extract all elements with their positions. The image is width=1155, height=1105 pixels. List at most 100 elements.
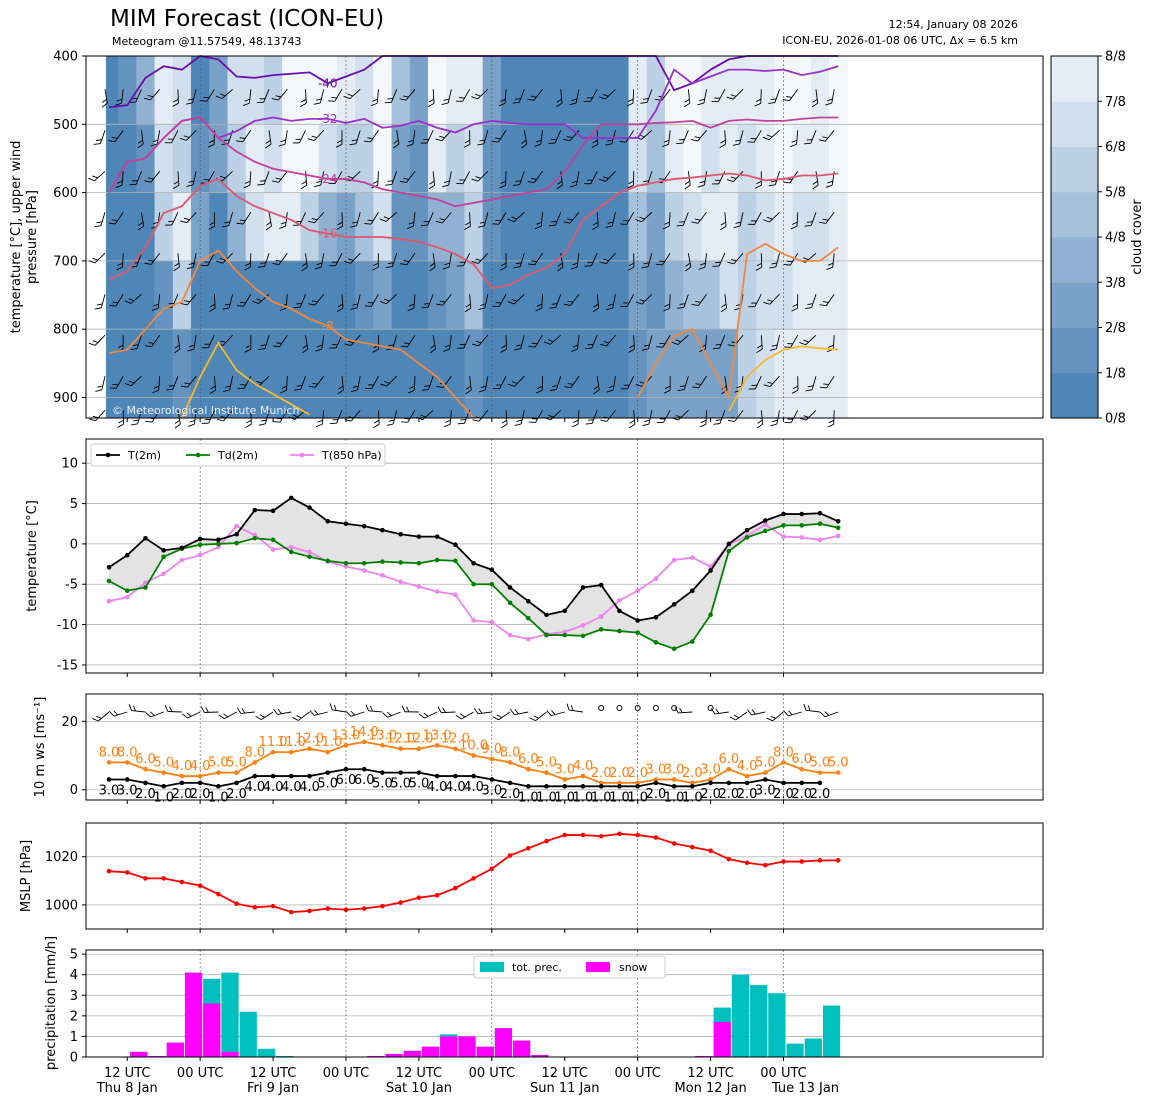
time-tick-label: 00 UTC bbox=[323, 1066, 369, 1081]
cloud-cover-cell bbox=[391, 192, 411, 262]
t850-point bbox=[361, 568, 367, 573]
t850-point bbox=[580, 623, 586, 628]
surface-wind-barb bbox=[747, 709, 766, 716]
upper-wind-barb bbox=[769, 335, 780, 351]
upper-wind-barb bbox=[477, 130, 489, 146]
surface-wind-barb bbox=[455, 711, 474, 720]
upper-wind-barb bbox=[507, 293, 525, 305]
td2m-point bbox=[598, 627, 604, 632]
wind-speed-point bbox=[525, 766, 531, 772]
upper-wind-barb bbox=[365, 375, 379, 389]
surface-wind-barb bbox=[329, 703, 347, 713]
snow-bar bbox=[367, 1055, 385, 1057]
td2m-point bbox=[781, 523, 786, 528]
t2m-point bbox=[799, 511, 805, 517]
wind-speed-point bbox=[416, 746, 422, 752]
td2m-point bbox=[690, 639, 695, 644]
precipitation-y-tick-label: 4 bbox=[70, 968, 78, 983]
wind-speed-point bbox=[124, 760, 130, 765]
isotherm-line bbox=[728, 345, 839, 412]
upper-wind-barb bbox=[380, 375, 397, 387]
upper-wind-barb bbox=[592, 294, 600, 313]
upper-wind-barb bbox=[791, 376, 799, 394]
day-label: Tue 13 Jan bbox=[771, 1081, 839, 1096]
upper-wind-barb bbox=[691, 211, 707, 224]
time-tick-label: 00 UTC bbox=[177, 1066, 223, 1081]
upper-wind-barb bbox=[784, 410, 799, 424]
cloud-cover-cell bbox=[555, 329, 575, 419]
cloud-cover-cell bbox=[482, 124, 502, 194]
surface-wind-barb bbox=[803, 703, 821, 713]
upper-wind-barb bbox=[762, 211, 780, 223]
wind-speed-point bbox=[781, 760, 786, 765]
upper-wind-barb bbox=[599, 252, 616, 265]
t2m-point bbox=[252, 507, 258, 513]
surface-wind-barb bbox=[401, 705, 419, 713]
isotherm-label: -24 bbox=[318, 172, 338, 186]
wind-speed-low-point bbox=[544, 784, 549, 789]
mslp-point bbox=[106, 868, 112, 874]
surface-wind-barb bbox=[365, 704, 383, 713]
cloud-cover-cell bbox=[701, 329, 721, 419]
mslp-point bbox=[799, 859, 805, 864]
wind-speed-low-point bbox=[690, 784, 695, 789]
upper-wind-barb bbox=[528, 334, 543, 348]
wind-speed-low-value: 2.0 bbox=[500, 787, 521, 802]
isotherm-line bbox=[108, 65, 839, 194]
cloud-cover-cell bbox=[737, 124, 757, 194]
upper-wind-barb bbox=[620, 375, 635, 390]
cloud-cover-cell bbox=[263, 260, 283, 330]
snow-bar bbox=[421, 1046, 440, 1057]
wind-speed-low-point bbox=[197, 780, 203, 786]
pressure-y-tick-label: 1020 bbox=[45, 850, 78, 865]
isotherm-line bbox=[108, 116, 839, 208]
upper-wind-barb bbox=[763, 293, 780, 305]
upper-wind-barb bbox=[599, 334, 616, 347]
isotherm-line bbox=[108, 249, 475, 419]
wind-speed-low-point bbox=[817, 780, 823, 786]
wind-speed-low-point bbox=[179, 780, 185, 786]
td2m-point bbox=[544, 632, 549, 638]
upper-wind-barb bbox=[94, 294, 106, 310]
cloud-cover-cell bbox=[191, 56, 210, 125]
upper-wind-barb bbox=[179, 129, 197, 141]
cloud-cover-cell bbox=[154, 260, 174, 330]
wind-speed-low-value: 6.0 bbox=[354, 773, 375, 788]
upper-wind-barb bbox=[733, 130, 744, 146]
snow-bar bbox=[458, 1036, 476, 1057]
upper-wind-barb bbox=[186, 171, 197, 187]
upper-wind-barb bbox=[619, 212, 635, 225]
t850-point bbox=[252, 532, 258, 538]
upper-wind-barb bbox=[527, 89, 543, 101]
time-tick-label: 00 UTC bbox=[760, 1066, 806, 1081]
cloud-cover-cell bbox=[154, 329, 174, 419]
wind-speed-point bbox=[799, 766, 805, 772]
day-label: Thu 8 Jan bbox=[96, 1081, 158, 1096]
legend-swatch-snow bbox=[586, 962, 610, 972]
upper-wind-barb bbox=[95, 376, 106, 392]
cloud-cover-cell bbox=[555, 192, 575, 262]
cloud-cover-cell bbox=[136, 329, 156, 419]
precipitation-y-tick-label: 3 bbox=[70, 989, 78, 1004]
temperature-frame bbox=[85, 438, 1044, 674]
cloud-cover-cell bbox=[318, 260, 338, 330]
wind-speed-point bbox=[106, 760, 112, 765]
upper-air-y-label: temperature [°C], upper windpressure [hP… bbox=[9, 141, 40, 334]
cloud-cover-cell bbox=[263, 192, 283, 262]
upper-wind-barb bbox=[428, 89, 435, 108]
cloud-cover-cell bbox=[683, 56, 702, 125]
upper-wind-barb bbox=[464, 212, 471, 230]
t2m-point bbox=[106, 564, 112, 570]
upper-wind-barb bbox=[443, 335, 452, 352]
mslp-point bbox=[161, 876, 166, 881]
snow-bar bbox=[531, 1054, 549, 1057]
upper-wind-barb bbox=[583, 89, 598, 103]
t2m-point bbox=[708, 568, 713, 573]
cloud-cover-cell bbox=[355, 56, 374, 125]
wind-speed-value: 11.0 bbox=[313, 735, 342, 750]
upper-wind-barb bbox=[763, 375, 780, 388]
mslp-point bbox=[270, 903, 276, 909]
t850-point bbox=[617, 598, 622, 603]
wind-speed-point bbox=[598, 780, 604, 786]
upper-wind-barb bbox=[116, 253, 124, 271]
